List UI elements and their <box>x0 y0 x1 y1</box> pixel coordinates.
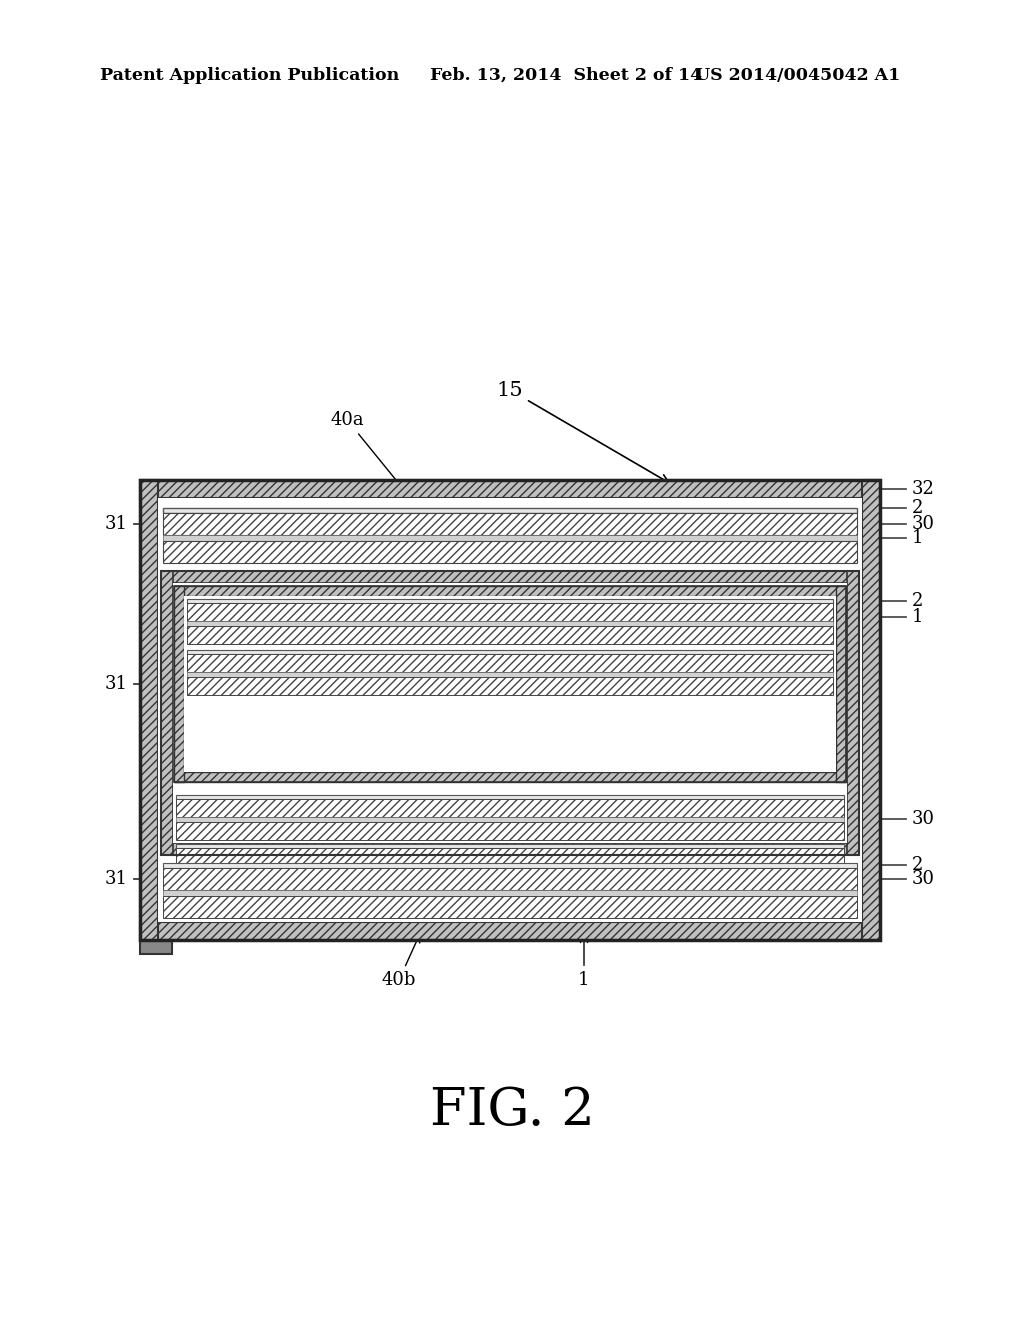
Bar <box>163 890 857 896</box>
Bar <box>163 508 857 513</box>
Bar <box>187 626 833 644</box>
Text: 2: 2 <box>865 855 924 874</box>
Text: 15: 15 <box>497 380 669 483</box>
Bar <box>161 572 859 583</box>
Bar <box>187 677 833 696</box>
Bar <box>140 940 172 954</box>
Bar <box>140 480 158 940</box>
Text: 2: 2 <box>848 591 924 610</box>
Bar <box>174 586 846 597</box>
Bar <box>176 799 844 817</box>
Bar <box>140 480 880 498</box>
Text: 31: 31 <box>105 515 156 533</box>
Text: 30: 30 <box>861 810 935 828</box>
Bar <box>163 863 857 869</box>
Bar <box>187 672 833 677</box>
Bar <box>836 586 846 781</box>
Bar <box>176 866 844 871</box>
Text: 1: 1 <box>881 529 924 546</box>
Bar <box>174 772 846 781</box>
Bar <box>174 586 184 781</box>
Text: 40b: 40b <box>382 935 420 989</box>
Bar <box>161 572 173 855</box>
Text: 2: 2 <box>881 499 924 517</box>
Bar <box>187 649 833 653</box>
Bar <box>163 541 857 564</box>
Text: US 2014/0045042 A1: US 2014/0045042 A1 <box>695 66 900 83</box>
Text: 31: 31 <box>105 870 156 888</box>
Bar <box>173 583 847 843</box>
Bar <box>176 795 844 799</box>
Text: 30: 30 <box>865 870 935 888</box>
Bar <box>187 620 833 626</box>
Bar <box>176 843 844 847</box>
Bar <box>176 817 844 822</box>
Bar <box>176 847 844 866</box>
Bar <box>163 535 857 541</box>
Text: 31: 31 <box>105 675 169 693</box>
Bar <box>163 869 857 890</box>
Bar <box>176 822 844 840</box>
Bar <box>187 653 833 672</box>
Text: 32: 32 <box>881 480 935 498</box>
Bar <box>140 480 880 940</box>
Text: Patent Application Publication: Patent Application Publication <box>100 66 399 83</box>
Text: FIG. 2: FIG. 2 <box>430 1085 594 1135</box>
Text: Feb. 13, 2014  Sheet 2 of 14: Feb. 13, 2014 Sheet 2 of 14 <box>430 66 702 83</box>
Text: 1: 1 <box>848 609 924 626</box>
Text: 1: 1 <box>579 936 590 989</box>
Bar <box>187 599 833 603</box>
Bar <box>161 572 859 855</box>
Bar <box>187 603 833 620</box>
Bar <box>163 896 857 917</box>
Bar <box>862 480 880 940</box>
Bar <box>140 921 880 940</box>
Bar <box>158 498 862 921</box>
Bar <box>184 597 836 772</box>
Bar <box>163 513 857 535</box>
Text: 30: 30 <box>881 515 935 533</box>
Bar <box>176 871 844 888</box>
Text: 40a: 40a <box>331 411 419 508</box>
Bar <box>161 843 859 855</box>
Bar <box>174 586 846 781</box>
Bar <box>847 572 859 855</box>
